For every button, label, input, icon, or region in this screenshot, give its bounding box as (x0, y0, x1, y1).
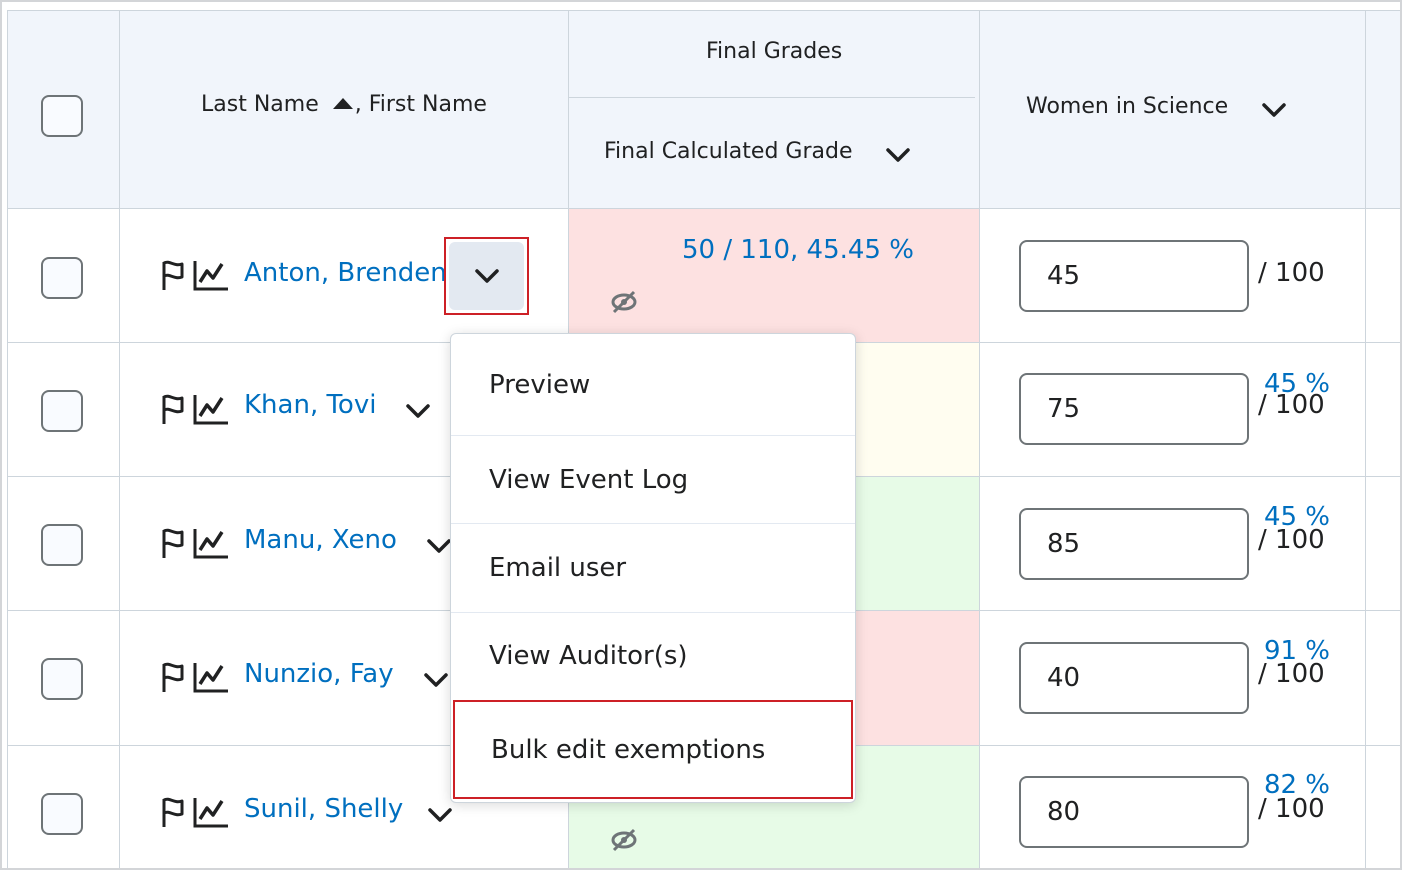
score-input[interactable]: 75 (1019, 373, 1249, 445)
chevron-down-icon[interactable] (885, 146, 911, 164)
chevron-down-icon (474, 269, 499, 283)
menu-divider (451, 435, 855, 436)
name-column-header[interactable]: Last Name , First Name (201, 92, 487, 117)
row-icons (160, 526, 230, 564)
flag-icon[interactable] (160, 392, 184, 430)
student-name-link[interactable]: Anton, Brenden (244, 258, 447, 288)
score-value: 85 (1047, 529, 1081, 559)
flag-icon[interactable] (160, 660, 184, 698)
grid-line (979, 10, 980, 868)
table-header (7, 10, 1400, 208)
row-checkbox[interactable] (41, 793, 83, 835)
menu-divider (451, 523, 855, 524)
grid-line (568, 97, 975, 98)
row-icons (160, 795, 230, 833)
select-all-checkbox[interactable] (41, 95, 83, 137)
menu-item-email-user[interactable]: Email user (489, 553, 627, 583)
final-grades-header: Final Grades (706, 39, 843, 64)
row-icons (160, 392, 230, 430)
hidden-eye-icon (610, 828, 638, 852)
grid-line (7, 10, 1400, 11)
student-context-menu: Preview View Event Log Email user View A… (450, 333, 856, 803)
score-value: 40 (1047, 663, 1081, 693)
stats-graph-icon[interactable] (192, 526, 230, 564)
menu-item-bulk-edit-exemptions[interactable]: Bulk edit exemptions (453, 700, 853, 799)
hidden-eye-icon (610, 290, 638, 314)
menu-item-preview[interactable]: Preview (489, 369, 591, 400)
sort-ascending-icon (332, 98, 353, 109)
first-name-sort-label[interactable]: , First Name (354, 92, 487, 117)
row-checkbox[interactable] (41, 658, 83, 700)
student-name-link[interactable]: Nunzio, Fay (244, 659, 394, 689)
row-checkbox[interactable] (41, 524, 83, 566)
menu-divider (451, 612, 855, 613)
chevron-down-icon[interactable] (423, 671, 449, 689)
student-name-link[interactable]: Khan, Tovi (244, 390, 377, 420)
student-options-button[interactable] (444, 237, 529, 315)
final-grade-value[interactable]: 45 % (1263, 502, 1330, 532)
score-max: / 100 (1258, 258, 1325, 288)
student-name-link[interactable]: Sunil, Shelly (244, 794, 404, 824)
flag-icon[interactable] (160, 258, 184, 296)
grade-cell-bg (569, 209, 979, 342)
row-icons (160, 660, 230, 698)
score-input[interactable]: 80 (1019, 776, 1249, 848)
row-checkbox[interactable] (41, 257, 83, 299)
score-input[interactable]: 40 (1019, 642, 1249, 714)
score-value: 80 (1047, 797, 1081, 827)
women-in-science-header[interactable]: Women in Science (1026, 94, 1229, 119)
chevron-down-icon[interactable] (405, 402, 431, 420)
chevron-down-icon[interactable] (1261, 101, 1287, 119)
stats-graph-icon[interactable] (192, 258, 230, 296)
grid-line (7, 10, 8, 868)
grid-line (119, 10, 120, 868)
grid-line (1365, 10, 1366, 868)
score-max: / 100 (1258, 390, 1325, 420)
student-name-link[interactable]: Manu, Xeno (244, 525, 397, 555)
score-value: 75 (1047, 394, 1081, 424)
final-grade-value[interactable]: 45 % (1263, 369, 1330, 399)
final-calculated-grade-header[interactable]: Final Calculated Grade (604, 139, 853, 164)
final-grade-value[interactable]: 82 % (1263, 770, 1330, 800)
score-value: 45 (1047, 261, 1081, 291)
flag-icon[interactable] (160, 526, 184, 564)
menu-item-view-event-log[interactable]: View Event Log (489, 464, 689, 495)
menu-item-view-auditors[interactable]: View Auditor(s) (489, 641, 688, 671)
chevron-down-icon[interactable] (427, 806, 453, 824)
row-icons (160, 258, 230, 296)
score-max: / 100 (1258, 659, 1325, 689)
score-input[interactable]: 85 (1019, 508, 1249, 580)
final-grade-value[interactable]: 91 % (1263, 636, 1330, 666)
final-grade-value[interactable]: 50 / 110, 45.45 % (682, 235, 914, 265)
stats-graph-icon[interactable] (192, 795, 230, 833)
stats-graph-icon[interactable] (192, 660, 230, 698)
score-max: / 100 (1258, 794, 1325, 824)
grid-line (7, 208, 1400, 209)
row-checkbox[interactable] (41, 390, 83, 432)
score-max: / 100 (1258, 525, 1325, 555)
last-name-sort-label[interactable]: Last Name (201, 92, 319, 117)
chevron-down-icon[interactable] (426, 537, 452, 555)
score-input[interactable]: 45 (1019, 240, 1249, 312)
flag-icon[interactable] (160, 795, 184, 833)
stats-graph-icon[interactable] (192, 392, 230, 430)
